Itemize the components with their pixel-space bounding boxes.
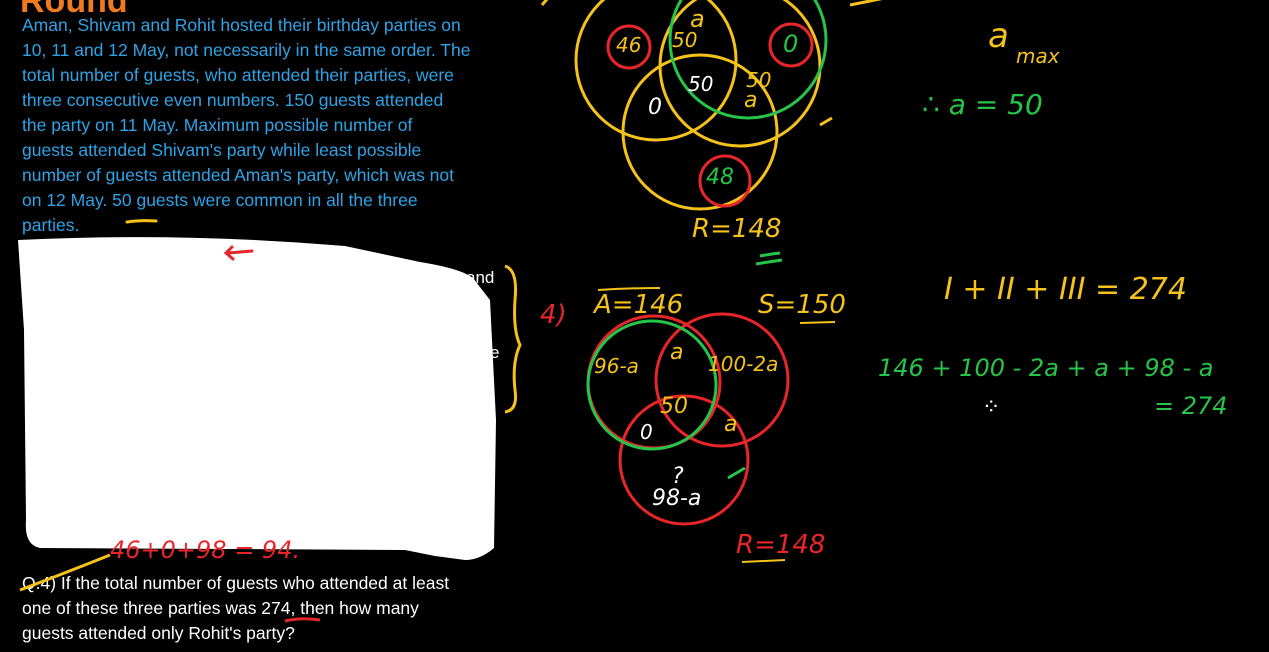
double-underline-stroke bbox=[755, 251, 783, 266]
question-line: number of guests attended Aman's party, … bbox=[22, 165, 455, 185]
equation-expanded: 146 + 100 - 2a + a + 98 - a bbox=[878, 354, 1214, 382]
venn1-circle-s bbox=[658, 0, 822, 148]
question-line: parties. bbox=[22, 215, 80, 235]
venn1-circle-r bbox=[621, 53, 779, 211]
tick-stroke bbox=[540, 0, 549, 6]
venn1-label-as: 50 bbox=[672, 28, 698, 52]
partial-e-text: e bbox=[490, 343, 500, 362]
question-line: guests attended only Rohit's party? bbox=[22, 623, 295, 643]
venn2-label-center: 50 bbox=[660, 394, 688, 419]
venn1-label-ar: 0 bbox=[648, 95, 662, 120]
underline-stroke bbox=[597, 287, 661, 291]
venn1-label-r-only: 48 bbox=[706, 165, 734, 190]
venn2-highlight-circle bbox=[586, 319, 718, 451]
underline-stroke bbox=[125, 219, 158, 224]
a-max-subscript: max bbox=[1016, 44, 1060, 68]
venn1-marker-circle bbox=[698, 154, 752, 208]
question-line: on 12 May. 50 guests were common in all … bbox=[22, 190, 418, 210]
venn2-label-sr: a bbox=[724, 412, 738, 437]
venn1-highlight-circle bbox=[668, 0, 828, 120]
question-line: Q.4) If the total number of guests who a… bbox=[22, 573, 450, 593]
venn2-total-r: R=148 bbox=[736, 530, 826, 560]
question-line: Aman, Shivam and Rohit hosted their birt… bbox=[22, 15, 461, 35]
venn2-label-r-only: 98-a bbox=[652, 486, 702, 511]
venn2-label-question: ? bbox=[672, 464, 684, 489]
venn1-label-a-only: 46 bbox=[616, 33, 642, 57]
venn1-label-as-var: a bbox=[690, 5, 705, 33]
question-line: the party on 11 May. Maximum possible nu… bbox=[22, 115, 413, 135]
venn2-label-a-only: 96-a bbox=[594, 354, 639, 378]
venn1-label-center: 50 bbox=[688, 72, 714, 96]
q4-marker: 4) bbox=[540, 300, 567, 330]
brace-stroke bbox=[504, 264, 522, 414]
equation-sum: I + II + III = 274 bbox=[944, 272, 1187, 307]
venn1-marker-circle bbox=[768, 22, 814, 68]
venn1-total-r: R=148 bbox=[692, 214, 782, 244]
venn2-circle-r bbox=[618, 394, 750, 526]
therefore-a-equals-50: ∴ a = 50 bbox=[922, 88, 1043, 121]
venn2-total-a: A=146 bbox=[594, 290, 684, 320]
redaction-blob bbox=[18, 237, 496, 560]
venn2-circle-s bbox=[654, 312, 790, 448]
equation-result: = 274 bbox=[1154, 392, 1228, 420]
venn1-label-s-only: 0 bbox=[783, 30, 799, 58]
move-cursor-icon: ⁘ bbox=[982, 394, 1001, 419]
venn1-label-sr-var: a bbox=[744, 88, 758, 113]
question-line: total number of guests, who attended the… bbox=[22, 65, 454, 85]
venn2-label-as: a bbox=[670, 340, 684, 365]
underline-stroke bbox=[741, 559, 786, 563]
tick-stroke bbox=[849, 0, 883, 7]
red-calculation: 46+0+98 = 94. bbox=[110, 536, 301, 564]
underline-stroke bbox=[799, 321, 836, 324]
venn2-label-ar: 0 bbox=[640, 420, 653, 444]
venn1-marker-circle bbox=[606, 24, 652, 70]
check-stroke bbox=[19, 553, 111, 592]
question-line: 10, 11 and 12 May, not necessarily in th… bbox=[22, 40, 471, 60]
venn2-label-s-only: 100-2a bbox=[708, 352, 779, 376]
venn2-total-s: S=150 bbox=[758, 290, 846, 320]
venn1-circle-a bbox=[574, 0, 738, 142]
question-line: three consecutive even numbers. 150 gues… bbox=[22, 90, 444, 110]
underline-stroke bbox=[284, 617, 321, 623]
tick-stroke bbox=[819, 116, 833, 127]
arrow-icon bbox=[223, 245, 254, 261]
question-line: guests attended Shivam's party while lea… bbox=[22, 140, 422, 160]
question-line: one of these three parties was 274, then… bbox=[22, 598, 419, 618]
heading-fragment: Round bbox=[20, 0, 128, 20]
venn1-label-sr: 50 bbox=[746, 68, 772, 92]
tick-stroke bbox=[727, 466, 746, 480]
a-max-base: a bbox=[988, 16, 1009, 56]
